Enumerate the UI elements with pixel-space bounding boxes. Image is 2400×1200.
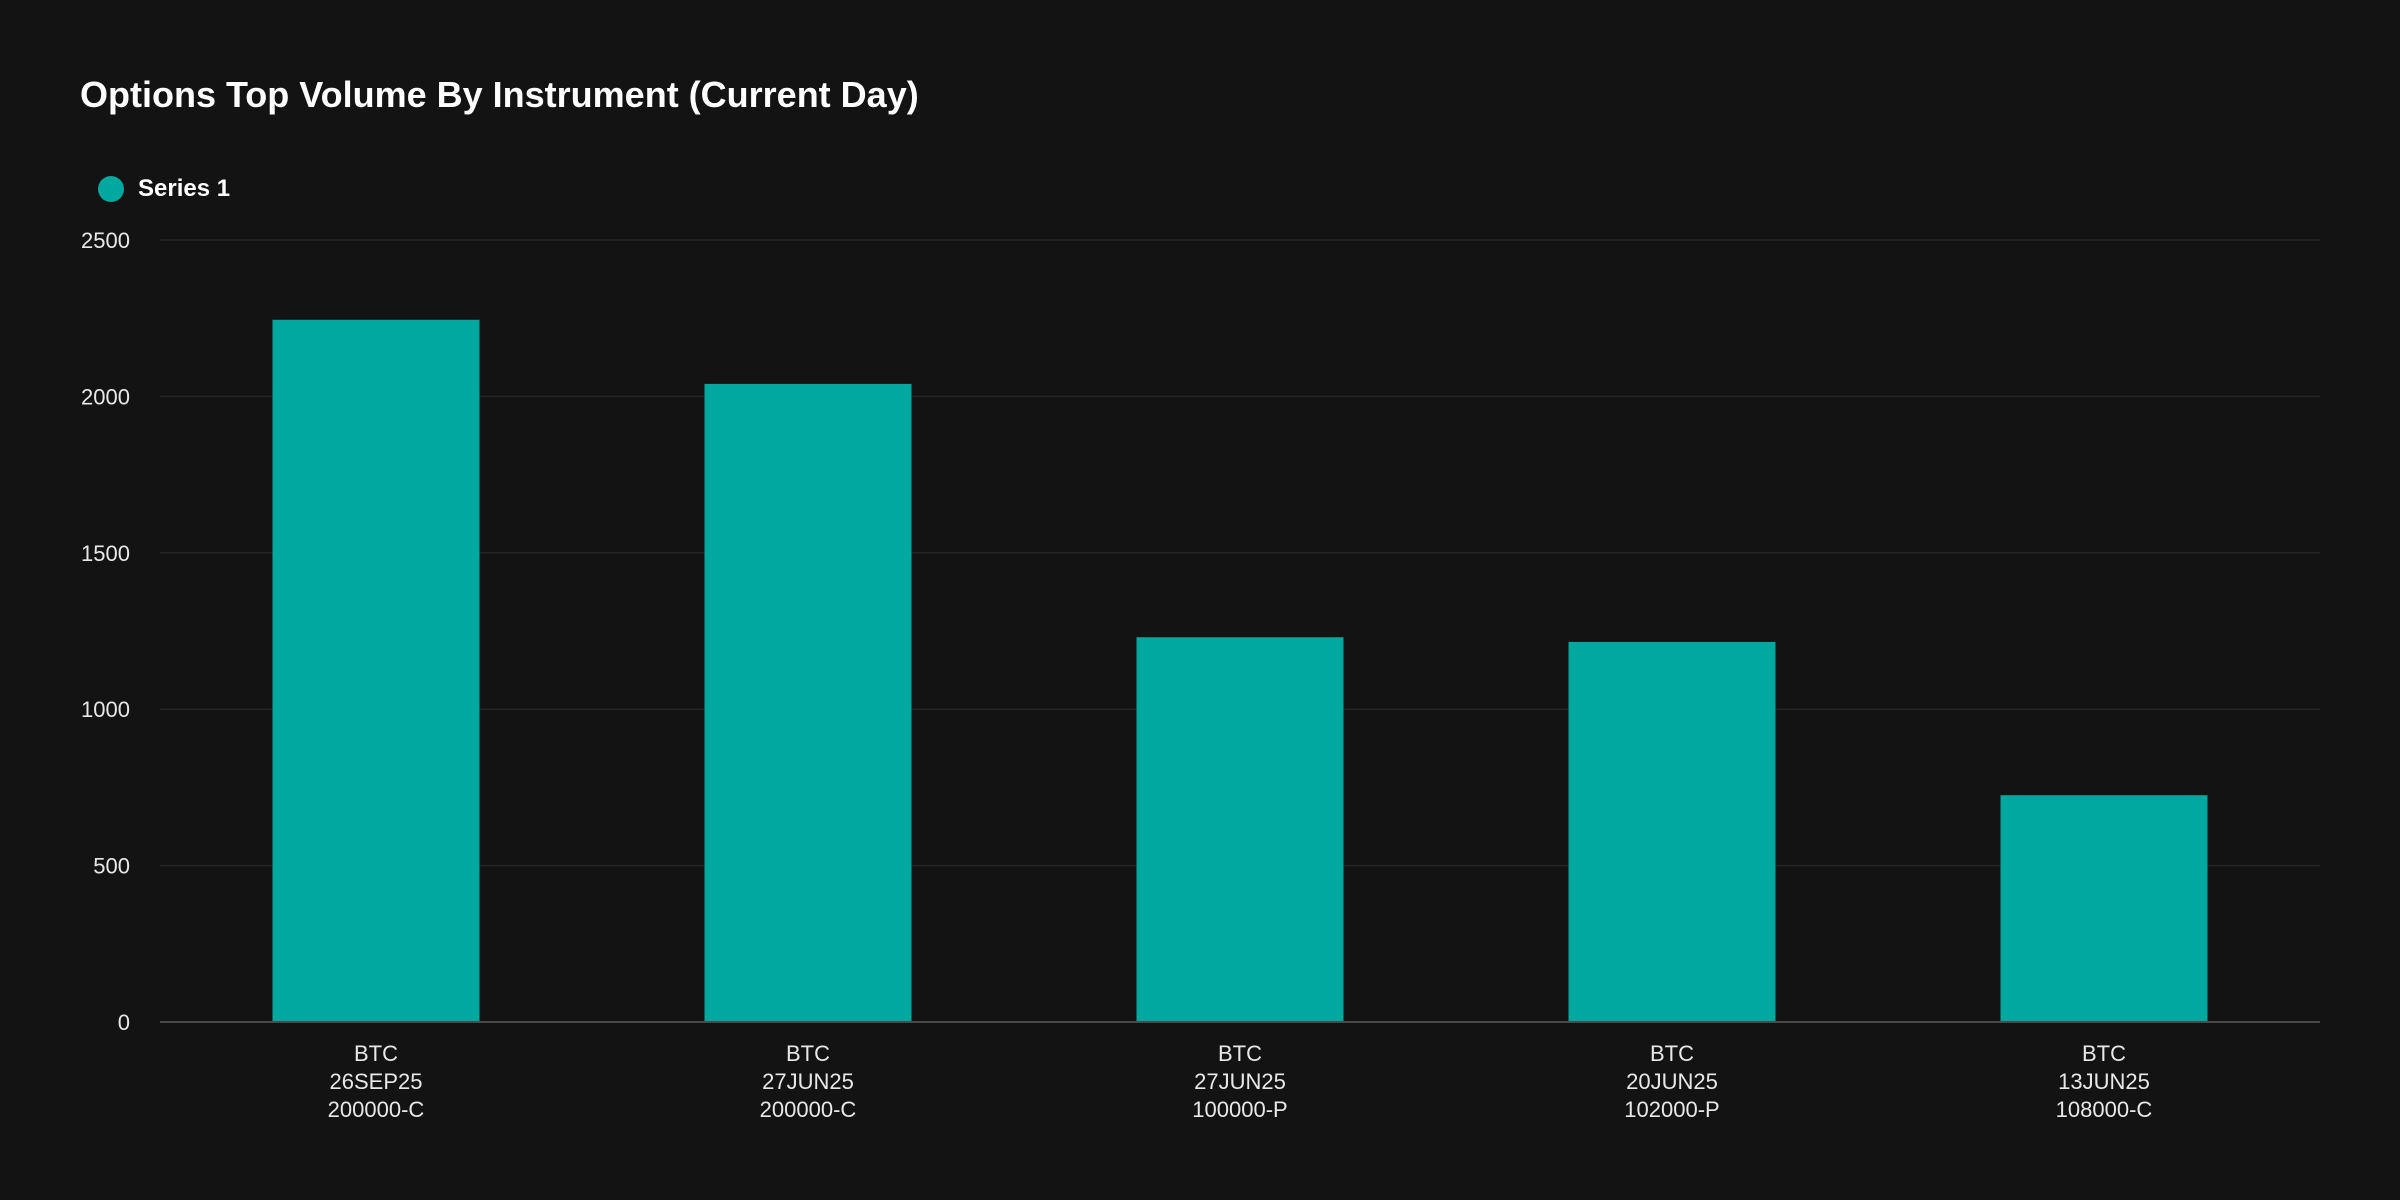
legend-label-series-1: Series 1 bbox=[138, 175, 231, 202]
bars bbox=[272, 319, 2208, 1022]
y-tick-label: 1000 bbox=[81, 697, 130, 722]
x-tick-label: BTC 27JUN25 100000-P bbox=[1192, 1041, 1287, 1122]
y-tick-label: 2500 bbox=[81, 228, 130, 253]
bar-4[interactable] bbox=[1568, 641, 1776, 1022]
bar-1[interactable] bbox=[272, 319, 480, 1022]
bar-5[interactable] bbox=[2000, 795, 2208, 1022]
x-axis-ticks: BTC 26SEP25 200000-C BTC 27JUN25 200000-C BTC 2… bbox=[328, 1041, 2153, 1122]
x-tick-label: BTC 13JUN25 108000-C bbox=[2056, 1041, 2153, 1122]
y-tick-label: 0 bbox=[118, 1010, 130, 1035]
chart-title: Options Top Volume By Instrument (Curren… bbox=[80, 74, 919, 115]
gridlines bbox=[160, 239, 2320, 867]
bar-2[interactable] bbox=[704, 383, 912, 1022]
x-tick-label: BTC 26SEP25 200000-C bbox=[328, 1041, 425, 1122]
y-tick-label: 2000 bbox=[81, 384, 130, 409]
x-tick-label: BTC 20JUN25 102000-P bbox=[1624, 1041, 1719, 1122]
legend[interactable]: Series 1 bbox=[98, 174, 230, 204]
bar-3[interactable] bbox=[1136, 637, 1344, 1022]
y-tick-label: 500 bbox=[93, 854, 130, 879]
x-tick-label: BTC 27JUN25 200000-C bbox=[760, 1041, 857, 1122]
y-tick-label: 1500 bbox=[81, 541, 130, 566]
legend-swatch-series-1 bbox=[98, 176, 124, 202]
y-axis-ticks: 0 500 1000 1500 2000 2500 bbox=[81, 228, 130, 1035]
